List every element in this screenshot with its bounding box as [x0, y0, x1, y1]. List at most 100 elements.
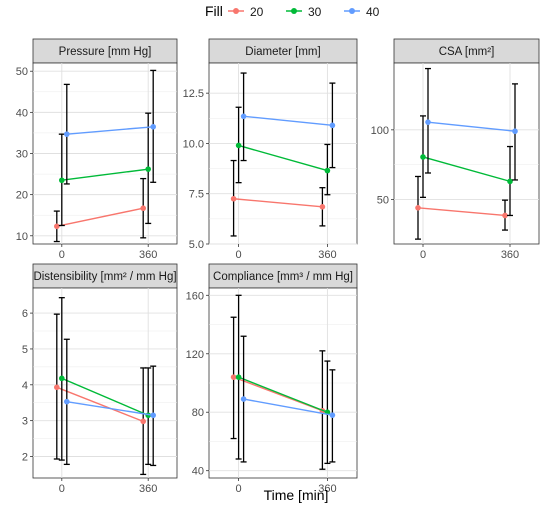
- data-point: [240, 113, 247, 120]
- y-tick-label: 20: [16, 190, 28, 202]
- legend-item-20: 20: [228, 5, 264, 19]
- y-tick-label: 5: [22, 344, 28, 356]
- panel-strip: [32, 38, 178, 64]
- y-tick-label: 12.5: [183, 88, 204, 100]
- plot-area: [208, 62, 358, 245]
- plot-area: [32, 287, 178, 479]
- data-point: [319, 203, 326, 210]
- y-tick-label: 160: [186, 290, 204, 302]
- panel-5: Compliance [mm³ / mm Hg] 40 80 120 160 0 360: [186, 263, 358, 495]
- series-line: [56, 386, 144, 423]
- legend-items: 20 30 40: [228, 5, 380, 19]
- panel-strip: [208, 263, 358, 289]
- data-point: [240, 396, 247, 402]
- series-20: [53, 313, 147, 476]
- series-line: [66, 126, 154, 135]
- legend-label: 40: [366, 5, 380, 19]
- series-40: [425, 67, 518, 181]
- legend-label: 20: [250, 5, 264, 19]
- data-point: [502, 212, 508, 219]
- series-20: [53, 177, 147, 243]
- series-line: [61, 377, 149, 416]
- series-40: [240, 72, 336, 169]
- data-point: [420, 154, 426, 160]
- data-point: [324, 167, 331, 174]
- data-point: [140, 418, 146, 425]
- data-point: [54, 384, 60, 391]
- x-tick-label: 360: [318, 483, 336, 495]
- legend-key-point: [349, 8, 355, 14]
- x-tick-label: 0: [59, 483, 65, 495]
- series-30: [58, 112, 152, 227]
- panel-3: CSA [mm²] 50 100 0 360: [371, 38, 540, 261]
- panel-strip: [32, 263, 178, 289]
- data-point: [59, 375, 65, 382]
- series-30: [235, 294, 331, 465]
- panel-title: Pressure [mm Hg]: [59, 46, 152, 58]
- x-tick-label: 360: [501, 249, 519, 261]
- series-line: [417, 207, 506, 217]
- data-point: [230, 374, 237, 380]
- series-40: [63, 338, 157, 467]
- data-point: [425, 119, 431, 125]
- series-line: [238, 376, 328, 413]
- y-tick-label: 40: [192, 466, 204, 478]
- x-tick-label: 0: [420, 249, 426, 261]
- legend-title: Fill: [205, 3, 223, 19]
- y-tick-label: 50: [16, 66, 28, 78]
- series-line: [233, 376, 323, 412]
- legend-label: 30: [308, 5, 322, 19]
- series-20: [415, 175, 508, 240]
- x-tick-label: 360: [139, 249, 157, 261]
- series-line: [238, 144, 328, 172]
- data-point: [507, 178, 513, 185]
- series-30: [235, 106, 331, 196]
- legend-item-40: 40: [344, 5, 380, 19]
- x-tick-label: 360: [139, 483, 157, 495]
- series-line: [233, 198, 323, 208]
- y-tick-label: 10.0: [183, 138, 204, 150]
- x-tick-label: 360: [318, 249, 336, 261]
- data-point: [150, 412, 156, 419]
- panel-1: Pressure [mm Hg] 10 20 30 40 50 0 360: [16, 38, 178, 261]
- data-point: [150, 123, 156, 130]
- x-tick-label: 0: [59, 249, 65, 261]
- x-tick-label: 0: [236, 249, 242, 261]
- series-line: [66, 400, 154, 416]
- y-tick-label: 3: [22, 416, 28, 428]
- series-40: [240, 335, 336, 463]
- panel-title: Compliance [mm³ / mm Hg]: [213, 271, 353, 283]
- y-tick-label: 7.5: [189, 189, 204, 201]
- x-axis-title: Time [min]: [264, 487, 329, 503]
- y-tick-label: 6: [22, 308, 28, 320]
- data-point: [140, 205, 146, 212]
- series-line: [243, 115, 333, 127]
- panel-2: Diameter [mm] 5.0 7.5 10.0 12.5 0 360: [183, 38, 358, 261]
- x-tick-label: 0: [236, 483, 242, 495]
- data-point: [64, 131, 70, 137]
- legend-item-30: 30: [286, 5, 322, 19]
- panel-title: Diameter [mm]: [245, 46, 320, 58]
- y-tick-label: 100: [371, 125, 389, 137]
- y-tick-label: 50: [377, 194, 389, 206]
- series-line: [243, 398, 333, 416]
- legend: Fill 20 30 40: [205, 3, 380, 19]
- y-tick-label: 120: [186, 349, 204, 361]
- series-30: [58, 297, 152, 466]
- series-40: [63, 69, 157, 185]
- data-point: [329, 412, 336, 418]
- series-30: [420, 115, 513, 217]
- panel-title: CSA [mm²]: [439, 46, 495, 58]
- data-point: [235, 374, 242, 380]
- legend-key-point: [291, 8, 297, 14]
- series-line: [422, 156, 511, 183]
- y-tick-label: 2: [22, 451, 28, 463]
- data-point: [512, 128, 518, 135]
- legend-key-point: [233, 8, 239, 14]
- data-point: [230, 195, 237, 202]
- y-tick-label: 40: [16, 107, 28, 119]
- data-point: [145, 166, 151, 172]
- panel-title: Distensibility [mm² / mm Hg]: [33, 271, 176, 283]
